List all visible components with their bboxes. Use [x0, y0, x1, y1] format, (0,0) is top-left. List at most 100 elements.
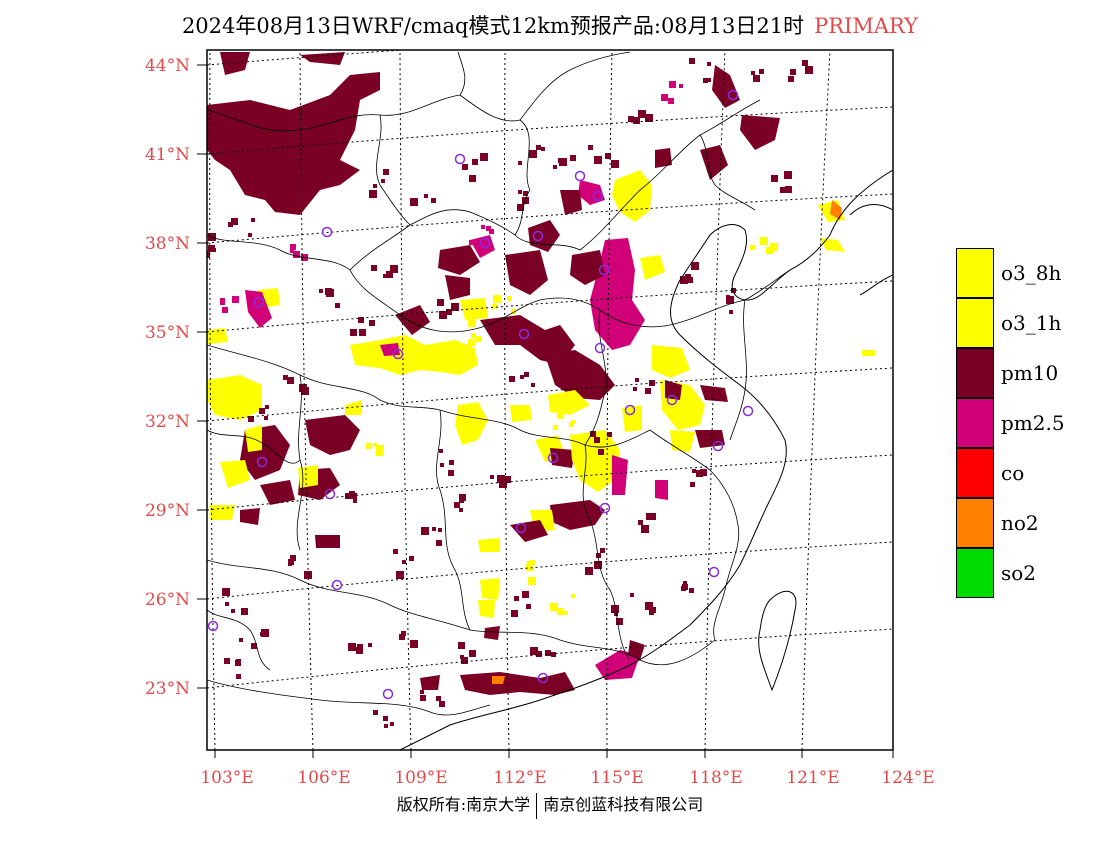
pollution-pixel: [289, 129, 295, 135]
pollution-patch: [560, 190, 582, 215]
pollution-pixel: [469, 240, 474, 245]
pollution-pixel: [359, 329, 366, 336]
pollution-pixel: [366, 443, 372, 449]
legend-swatch-so2: [956, 547, 994, 598]
pollution-pixel: [611, 160, 619, 168]
pollution-pixel: [700, 469, 707, 476]
legend-item: o3_1h: [956, 297, 1065, 348]
pollution-pixel: [707, 78, 711, 82]
lat-tick-label: 44°N: [145, 56, 190, 76]
pollution-pixel: [459, 508, 463, 512]
longitude-line: [299, 50, 314, 750]
pollution-pixel: [225, 602, 229, 606]
pollution-pixel: [802, 60, 808, 66]
map-frame: [206, 49, 894, 751]
pollution-pixel: [770, 243, 778, 251]
pollution-pixel: [703, 78, 708, 83]
pollution-pixel: [251, 218, 255, 222]
legend-label: pm10: [1001, 361, 1059, 385]
pollution-pixel: [497, 475, 505, 483]
pollution-patch: [445, 275, 470, 300]
pollution-pixel: [468, 319, 476, 327]
pollution-pixel: [264, 416, 268, 420]
pollution-pixel: [231, 218, 238, 225]
station-marker: [712, 440, 724, 452]
pollution-pixel: [409, 556, 414, 561]
title-tag: PRIMARY: [814, 14, 919, 38]
pollution-pixel: [528, 577, 536, 585]
pollution-pixel: [600, 548, 605, 553]
pollution-pixel: [236, 674, 241, 679]
station-marker: [624, 404, 636, 416]
pollution-patch: [550, 448, 575, 468]
pollution-pixel: [299, 384, 307, 392]
pollution-pixel: [383, 274, 387, 278]
pollution-pixel: [731, 288, 736, 293]
pollution-patch: [622, 405, 642, 432]
lat-tick-label: 35°N: [145, 323, 190, 343]
pollution-pixel: [241, 608, 248, 615]
pollution-pixel: [492, 304, 497, 309]
pollution-pixel: [358, 317, 364, 323]
station-marker: [532, 230, 544, 242]
pollution-pixel: [369, 320, 375, 326]
pollution-pixel: [468, 339, 475, 346]
pollution-patch: [510, 520, 548, 542]
pollution-patch: [305, 415, 360, 455]
pollution-pixel: [288, 562, 292, 566]
pollution-pixel: [729, 310, 733, 314]
pollution-pixel: [531, 383, 535, 387]
pollution-patch: [820, 238, 845, 252]
pollution-pixel: [431, 198, 436, 203]
pollution-patch: [862, 350, 875, 356]
pollution-patch: [315, 535, 340, 548]
pollution-pixel: [529, 150, 537, 158]
copyright-footer: 版权所有:南京大学 南京创蓝科技有限公司: [0, 791, 1100, 819]
pollution-pixel: [486, 226, 491, 231]
pollution-patch: [207, 72, 380, 215]
pollutant-legend: o3_8h o3_1h pm10 pm2.5 co no2 so2: [956, 247, 1065, 598]
legend-label: o3_8h: [1001, 261, 1062, 285]
pollution-pixel: [545, 650, 551, 656]
station-marker: [253, 296, 265, 308]
pollution-pixel: [469, 650, 476, 657]
pollution-pixel: [669, 81, 676, 88]
pollution-pixel: [689, 588, 694, 593]
lat-tick-label: 29°N: [145, 501, 190, 521]
pollution-pixel: [432, 527, 436, 531]
pollution-pixel: [451, 303, 459, 311]
pollution-patch: [480, 578, 500, 600]
pollution-pixel: [641, 525, 649, 533]
longitude-line: [801, 50, 831, 750]
pollution-pixel: [373, 184, 377, 188]
pollution-pixel: [633, 387, 637, 391]
pollution-patch: [220, 52, 250, 75]
pollution-patch: [740, 115, 780, 150]
pollution-patch: [240, 508, 260, 525]
pollution-pixel: [633, 117, 640, 124]
pollution-patches: [207, 52, 875, 728]
pollution-pixel: [212, 248, 216, 252]
pollution-patch: [478, 538, 500, 552]
pollution-pixel: [348, 643, 356, 651]
longitude-line: [504, 50, 510, 750]
pollution-patch: [670, 430, 695, 452]
pollution-pixel: [287, 377, 294, 384]
pollution-patch: [612, 455, 628, 495]
pollution-patch: [484, 626, 500, 640]
pollution-pixel: [707, 62, 711, 66]
pollution-pixel: [564, 611, 568, 615]
pollution-pixel: [220, 300, 225, 305]
station-marker: [708, 566, 720, 578]
pollution-pixel: [222, 307, 228, 313]
pollution-pixel: [438, 528, 442, 532]
pollution-pixel: [373, 710, 378, 715]
legend-item: o3_8h: [956, 247, 1065, 298]
pollution-pixel: [248, 416, 254, 422]
pollution-pixel: [499, 480, 507, 488]
station-marker: [324, 488, 336, 500]
pollution-patch: [438, 245, 480, 275]
pollution-pixel: [421, 527, 429, 535]
pollution-pixel: [553, 425, 558, 430]
station-marker: [537, 672, 549, 684]
